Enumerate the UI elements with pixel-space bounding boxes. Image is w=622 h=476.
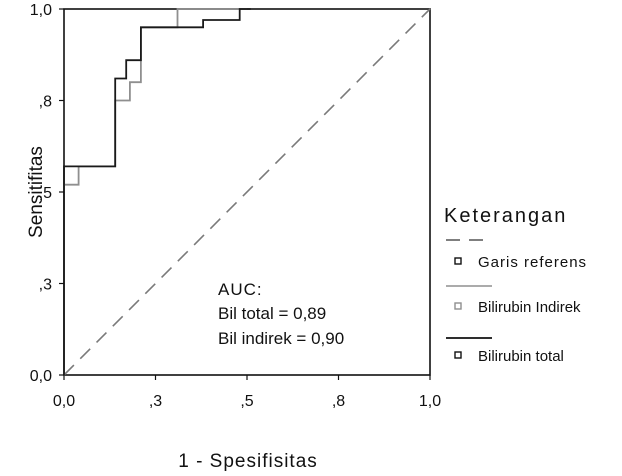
y-tick-label: ,8	[39, 94, 52, 111]
x-tick-label: ,5	[240, 393, 253, 410]
x-axis-label: 1 - Spesifisitas	[178, 451, 318, 472]
y-tick-label: 1,0	[30, 2, 52, 19]
y-tick-label: 0,0	[30, 368, 52, 385]
legend-title: Keterangan	[444, 205, 567, 227]
legend-marker-bilirubin-indirek	[454, 302, 462, 310]
y-axis-label: Sensitifitas	[26, 146, 47, 238]
auc-annotation-line-2: Bil total = 0,89	[218, 304, 326, 323]
y-tick-label: ,3	[39, 277, 52, 294]
legend-label-bilirubin-total: Bilirubin total	[478, 348, 564, 365]
legend-marker-bilirubin-total	[454, 351, 462, 359]
auc-annotation-line-1: AUC:	[218, 280, 263, 299]
legend-label-bilirubin-indirek: Bilirubin Indirek	[478, 299, 581, 316]
x-tick-label: ,3	[149, 393, 162, 410]
series-line-garis-referens	[63, 8, 431, 376]
legend: Keterangan Garis referens Bilirubin Indi…	[444, 205, 587, 365]
legend-label-garis-referens: Garis referens	[478, 254, 587, 271]
tick-layer: 0,0 ,3 ,5 ,8 1,0 0,0 ,3 ,5 ,8 1,0	[30, 2, 441, 410]
x-tick-label: 1,0	[419, 393, 441, 410]
y-tick-label: ,5	[39, 185, 52, 202]
x-tick-label: ,8	[332, 393, 345, 410]
auc-annotation-line-3: Bil indirek = 0,90	[218, 329, 344, 348]
x-tick-label: 0,0	[53, 393, 75, 410]
series-line-bilirubin-total	[63, 8, 251, 375]
series-layer	[63, 8, 431, 376]
legend-marker-garis-referens	[454, 257, 462, 265]
series-line-bilirubin-indirek	[63, 8, 247, 375]
auc-annotation: AUC: Bil total = 0,89 Bil indirek = 0,90	[218, 280, 344, 348]
